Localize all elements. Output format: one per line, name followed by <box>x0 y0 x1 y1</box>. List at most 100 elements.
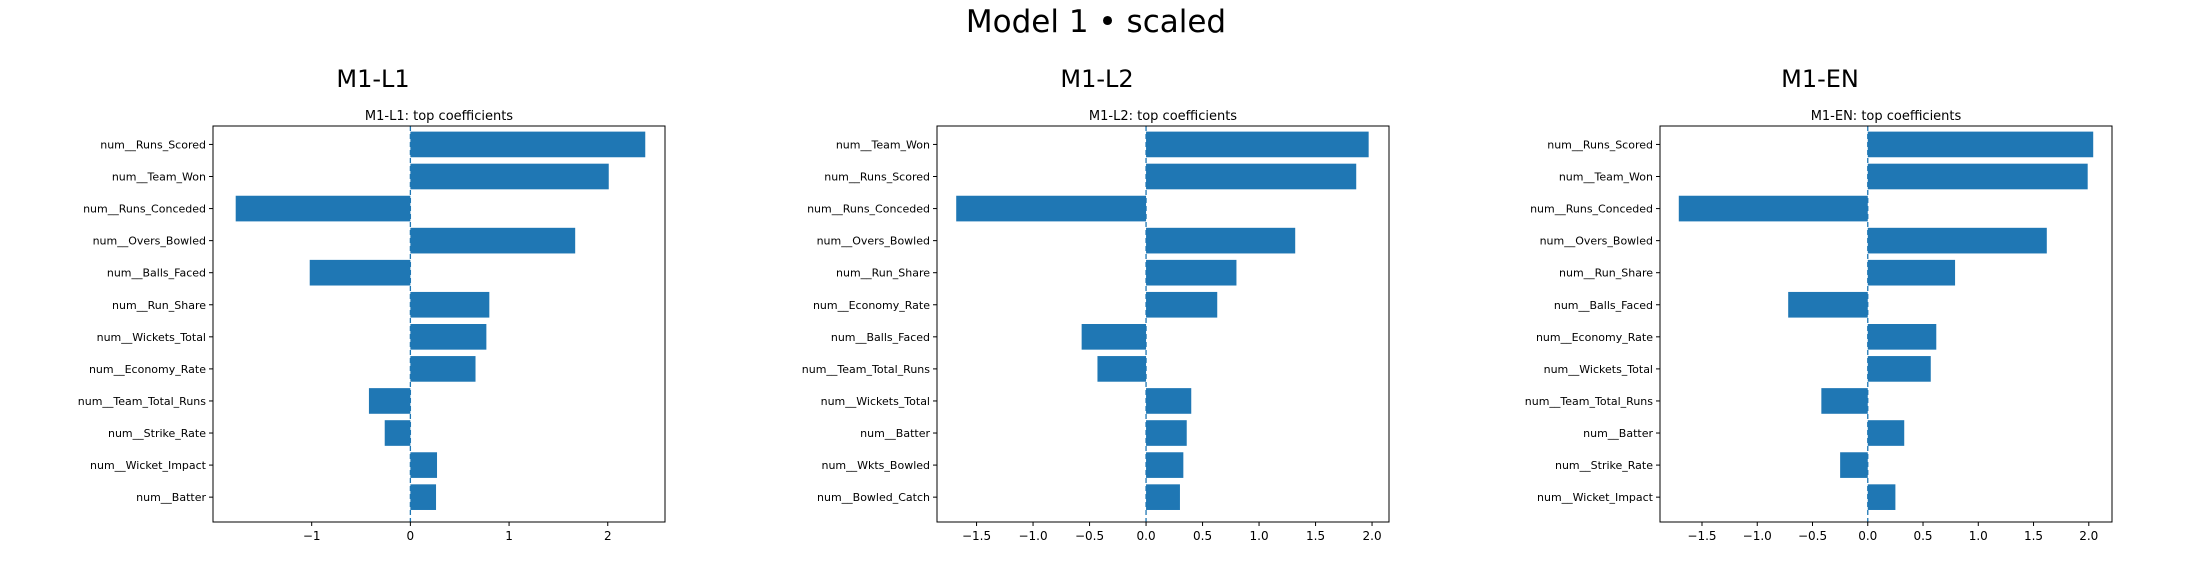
chart-panel-3: M1-EN M1-EN: top coefficients num__Runs_Sc… <box>1525 65 2113 543</box>
bar <box>1146 484 1180 510</box>
y-tick-label: num__Overs_Bowled <box>817 235 930 248</box>
bar <box>1867 163 2088 190</box>
bar <box>1867 484 1896 510</box>
bar <box>1867 131 2094 158</box>
y-tick-label: num__Balls_Faced <box>831 331 930 344</box>
bar <box>410 484 437 510</box>
bar <box>1146 259 1237 286</box>
bar <box>384 420 411 446</box>
y-tick-label: num__Team_Won <box>1559 171 1653 184</box>
bar <box>1146 131 1369 158</box>
bar <box>1146 420 1187 446</box>
y-tick-label: num__Team_Total_Runs <box>1525 395 1654 408</box>
bar <box>1146 163 1357 190</box>
bar <box>410 324 487 350</box>
y-tick-label: num__Batter <box>136 491 206 504</box>
bar <box>1788 291 1868 318</box>
bar <box>956 195 1147 222</box>
y-tick-label: num__Team_Total_Runs <box>78 395 207 408</box>
y-tick-label: num__Team_Won <box>836 138 930 151</box>
bar <box>410 356 476 382</box>
bar <box>309 259 411 286</box>
bar <box>1146 388 1192 414</box>
y-tick-label: num__Economy_Rate <box>813 299 930 312</box>
panel-title: M1-L1 <box>336 65 409 93</box>
bar <box>235 195 411 222</box>
bar <box>1097 356 1147 382</box>
x-tick-label: 1.5 <box>2024 529 2043 543</box>
x-tick-label: 1 <box>505 529 513 543</box>
y-tick-label: num__Run_Share <box>1559 267 1653 280</box>
bar <box>1678 195 1868 222</box>
x-tick-label: −1.5 <box>1687 529 1716 543</box>
bar <box>410 291 490 318</box>
y-tick-label: num__Wickets_Total <box>1544 363 1653 376</box>
x-tick-label: 2.0 <box>1363 529 1382 543</box>
chart-panel-1: M1-L1 M1-L1: top coefficients num__Runs_Sc… <box>78 65 666 543</box>
y-tick-label: num__Overs_Bowled <box>93 235 206 248</box>
y-tick-label: num__Balls_Faced <box>1554 299 1653 312</box>
y-tick-label: num__Bowled_Catch <box>817 491 930 504</box>
bar <box>410 452 438 478</box>
bar <box>1867 420 1905 446</box>
x-tick-label: 0.0 <box>1858 529 1877 543</box>
x-tick-label: 1.0 <box>1969 529 1988 543</box>
x-tick-label: 0.5 <box>1913 529 1932 543</box>
chart-panel-2: M1-L2 M1-L2: top coefficients num__Team_Wo… <box>802 65 1390 543</box>
bar <box>1821 388 1868 414</box>
y-tick-label: num__Runs_Scored <box>824 171 930 184</box>
bar <box>410 227 576 254</box>
y-tick-label: num__Wickets_Total <box>821 395 930 408</box>
x-tick-label: −1.0 <box>1018 529 1047 543</box>
y-tick-label: num__Runs_Scored <box>100 138 206 151</box>
axes-title: M1-L2: top coefficients <box>1089 109 1237 124</box>
y-tick-label: num__Economy_Rate <box>1536 331 1653 344</box>
figure-title: Model 1 • scaled <box>965 4 1227 40</box>
axes-frame <box>212 125 666 523</box>
y-tick-label: num__Strike_Rate <box>1555 459 1653 472</box>
axes-frame <box>1659 125 2113 523</box>
bar <box>1867 227 2047 254</box>
axes-title: M1-EN: top coefficients <box>1811 109 1962 124</box>
x-tick-label: 1.0 <box>1250 529 1269 543</box>
bar <box>1081 324 1147 350</box>
y-tick-label: num__Runs_Conceded <box>83 203 206 216</box>
x-tick-label: 0.5 <box>1193 529 1212 543</box>
y-tick-label: num__Wicket_Impact <box>1537 491 1654 504</box>
bar <box>1146 291 1218 318</box>
x-tick-label: 0 <box>407 529 415 543</box>
y-tick-label: num__Runs_Scored <box>1547 138 1653 151</box>
bar <box>1867 356 1931 382</box>
y-tick-label: num__Batter <box>860 427 930 440</box>
y-tick-label: num__Wicket_Impact <box>90 459 207 472</box>
y-tick-label: num__Runs_Conceded <box>807 203 930 216</box>
axes-frame <box>936 125 1390 523</box>
bar <box>1867 259 1956 286</box>
bar <box>410 163 609 190</box>
panel-title: M1-EN <box>1781 65 1859 93</box>
y-tick-label: num__Overs_Bowled <box>1540 235 1653 248</box>
bar <box>1867 324 1937 350</box>
x-tick-label: −1.0 <box>1743 529 1772 543</box>
bar <box>1840 452 1868 478</box>
axes-title: M1-L1: top coefficients <box>365 109 513 124</box>
x-tick-label: −1.5 <box>962 529 991 543</box>
bar <box>1146 227 1296 254</box>
y-tick-label: num__Strike_Rate <box>108 427 206 440</box>
x-tick-label: −0.5 <box>1798 529 1827 543</box>
x-tick-label: 2 <box>604 529 612 543</box>
x-tick-label: −1 <box>303 529 321 543</box>
y-tick-label: num__Team_Total_Runs <box>802 363 931 376</box>
bar <box>1146 452 1184 478</box>
y-tick-label: num__Run_Share <box>836 267 930 280</box>
x-tick-label: 0.0 <box>1137 529 1156 543</box>
x-tick-label: 2.0 <box>2079 529 2098 543</box>
bar <box>368 388 411 414</box>
panel-title: M1-L2 <box>1060 65 1133 93</box>
y-tick-label: num__Run_Share <box>112 299 206 312</box>
y-tick-label: num__Wkts_Bowled <box>821 459 930 472</box>
x-tick-label: 1.5 <box>1306 529 1325 543</box>
y-tick-label: num__Wickets_Total <box>97 331 206 344</box>
bar <box>410 131 646 158</box>
